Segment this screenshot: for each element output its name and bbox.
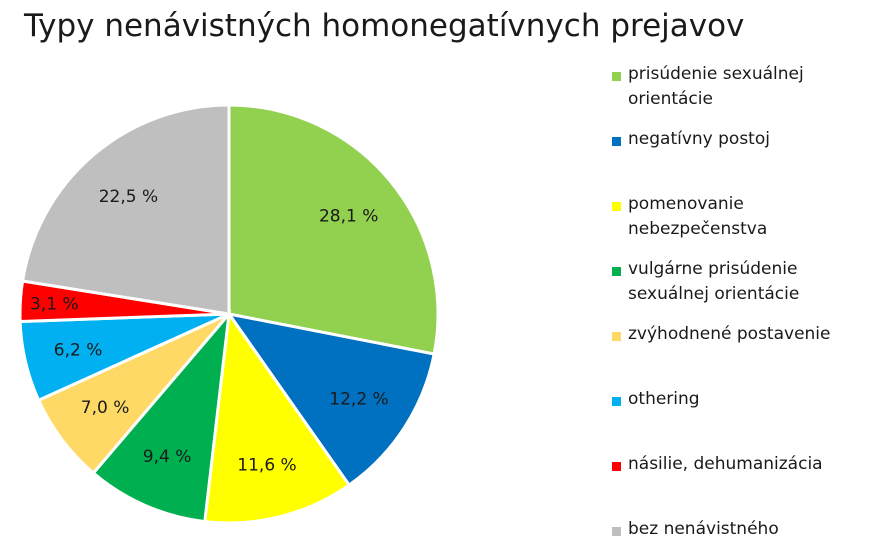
pie-slices xyxy=(18,103,440,525)
legend-swatch-0 xyxy=(612,72,621,81)
data-label-2: 11,6 % xyxy=(237,455,296,475)
data-label-0: 28,1 % xyxy=(319,207,378,227)
legend-swatch-7 xyxy=(612,527,621,536)
legend-label-6: násilie, dehumanizácia xyxy=(628,454,823,474)
legend-swatch-3 xyxy=(612,267,621,276)
legend-label-1: negatívny postoj xyxy=(628,129,770,149)
data-label-7: 22,5 % xyxy=(99,187,158,207)
data-label-3: 9,4 % xyxy=(143,447,192,467)
chart-title: Typy nenávistných homonegatívnych prejav… xyxy=(24,8,745,44)
pie-data-labels: 28,1 % 12,2 % 11,6 % 9,4 % 7,0 % 6,2 % 3,1 % 22… xyxy=(30,187,389,475)
data-label-6: 3,1 % xyxy=(30,294,79,314)
legend-label-3: vulgárne prisúdenie sexuálnej orientácie xyxy=(628,259,800,304)
legend-label-4: zvýhodnené postavenie xyxy=(628,324,831,344)
legend-swatch-2 xyxy=(612,202,621,211)
legend-label-2: pomenovanie nebezpečenstva xyxy=(628,194,768,239)
pie-slice-2 xyxy=(203,309,352,525)
legend-label-0: prisúdenie sexuálnej orientácie xyxy=(628,64,804,109)
pie-slice-1 xyxy=(225,311,436,488)
pie-slice-7 xyxy=(20,103,231,316)
legend-swatch-6 xyxy=(612,462,621,471)
legend-swatch-1 xyxy=(612,137,621,146)
pie-chart: 28,1 % 12,2 % 11,6 % 9,4 % 7,0 % 6,2 % 3,1 % 22… xyxy=(18,103,440,525)
data-label-5: 6,2 % xyxy=(54,340,103,360)
legend-label-5: othering xyxy=(628,389,700,409)
legend-label-7: bez nenávistného xyxy=(628,519,779,539)
data-label-4: 7,0 % xyxy=(81,398,130,418)
legend-swatch-4 xyxy=(612,332,621,341)
pie-slice-3 xyxy=(91,309,232,524)
data-label-1: 12,2 % xyxy=(329,389,388,409)
legend-swatch-5 xyxy=(612,397,621,406)
pie-slice-0 xyxy=(227,103,440,356)
